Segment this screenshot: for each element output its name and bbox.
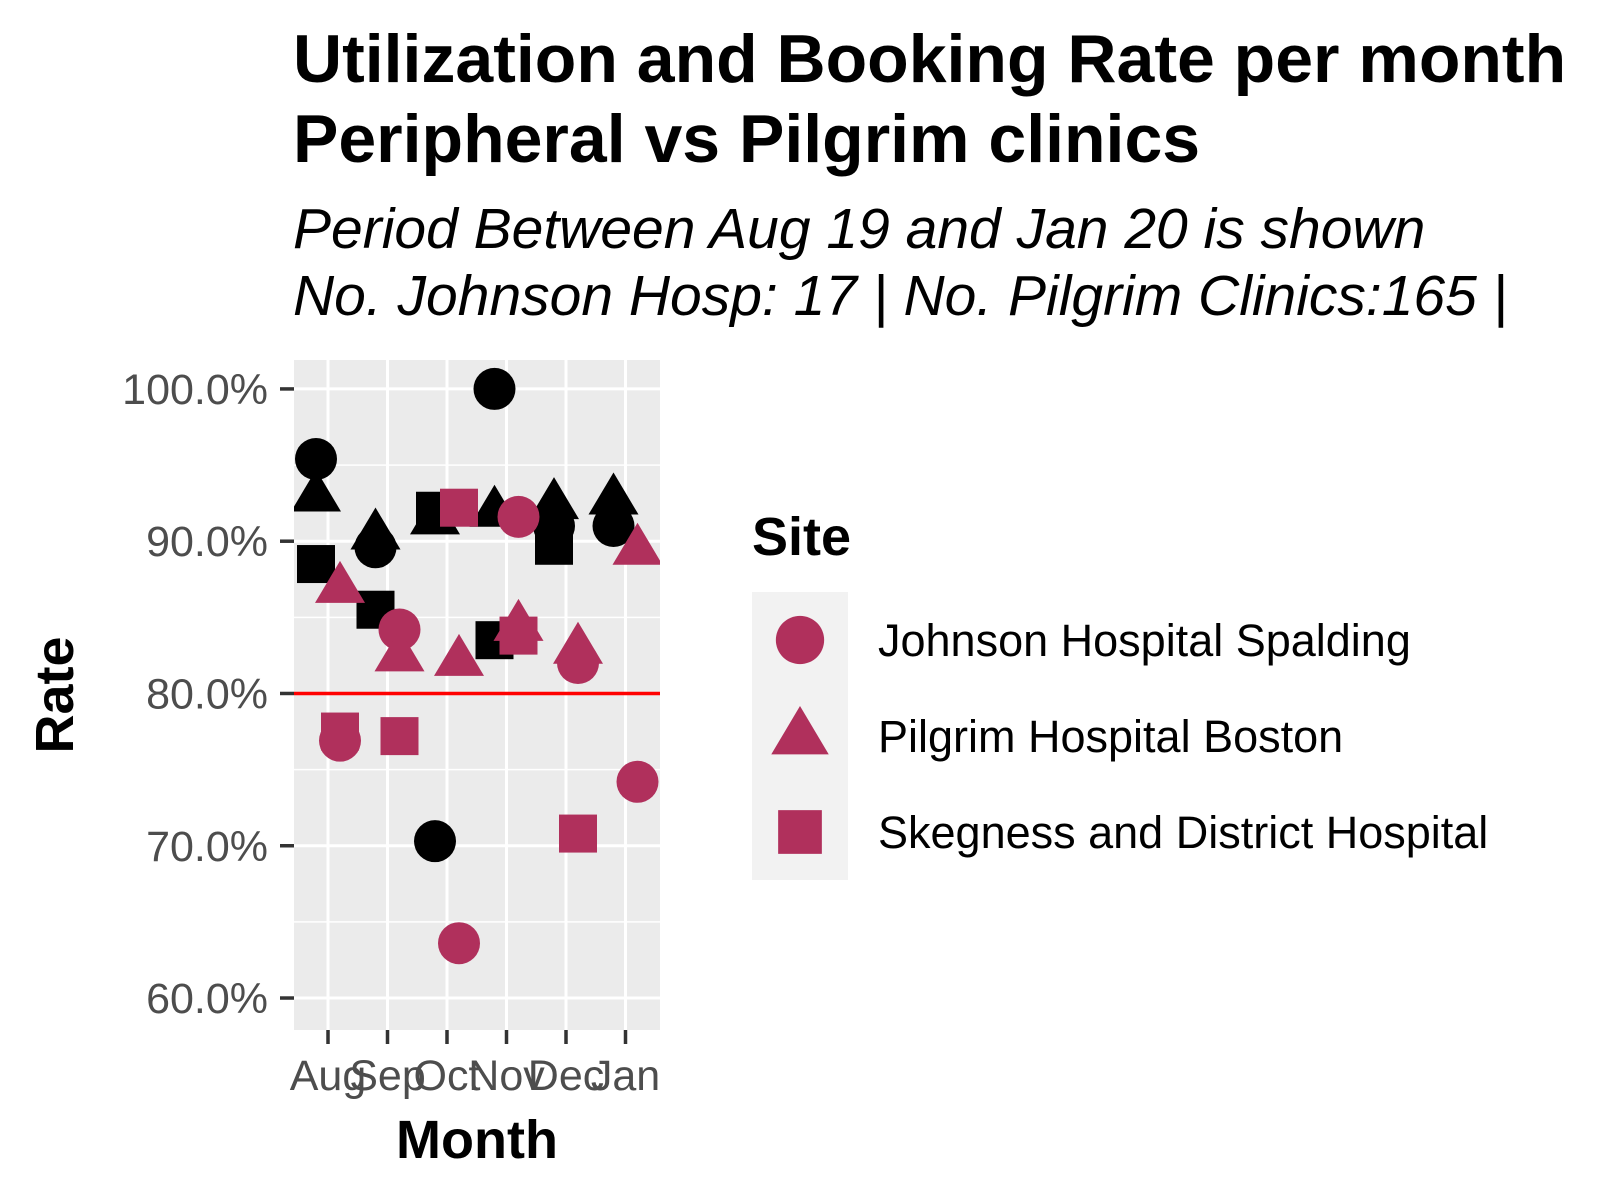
x-tick-label: Sep (349, 1052, 426, 1100)
x-tick-label: Oct (414, 1052, 481, 1100)
legend-label: Skegness and District Hospital (878, 807, 1488, 858)
y-tick-label: 60.0% (146, 975, 268, 1023)
data-point-utilization-circle (295, 437, 337, 480)
data-point-booking-square (559, 814, 597, 853)
y-axis-title: Rate (25, 636, 85, 753)
data-point-booking-triangle (434, 633, 484, 676)
legend-key-square-icon (778, 810, 822, 854)
data-point-booking-square (440, 488, 478, 527)
data-point-booking-triangle (612, 522, 660, 565)
data-point-booking-triangle (553, 621, 603, 664)
legend-title: Site (752, 507, 851, 567)
data-point-booking-square (321, 712, 359, 751)
x-tick-label: Nov (468, 1052, 545, 1100)
data-point-booking-circle (497, 495, 540, 538)
data-point-booking-triangle (374, 629, 425, 672)
chart-subtitle-line-2: No. Johnson Hosp: 17 | No. Pilgrim Clini… (293, 264, 1507, 328)
y-tick-label: 80.0% (146, 670, 268, 718)
chart-subtitle-line-1: Period Between Aug 19 and Jan 20 is show… (293, 197, 1425, 261)
y-tick-label: 90.0% (146, 518, 268, 566)
data-point-utilization-triangle (294, 469, 341, 512)
data-point-booking-circle (616, 760, 659, 803)
data-point-booking-circle (438, 922, 480, 965)
data-points (294, 367, 660, 965)
data-point-utilization-triangle (350, 507, 401, 550)
legend-label: Pilgrim Hospital Boston (878, 711, 1343, 762)
x-axis-title: Month (396, 1110, 558, 1170)
data-point-utilization-circle (592, 504, 635, 547)
legend: Johnson Hospital Spalding Pilgrim Hospita… (771, 615, 1488, 858)
x-tick-label: Aug (290, 1052, 367, 1100)
chart-title-line-2: Peripheral vs Pilgrim clinics (293, 101, 1200, 177)
y-tick-label: 70.0% (146, 823, 268, 871)
data-point-utilization-triangle (588, 472, 639, 515)
data-point-utilization-circle (473, 367, 516, 410)
legend-key-circle-icon (775, 615, 825, 665)
x-tick-label: Jan (591, 1052, 660, 1100)
data-point-utilization-square (535, 526, 573, 565)
x-tick-label: Dec (528, 1052, 604, 1100)
data-point-booking-triangle (315, 560, 365, 603)
y-axis: 60.0% 70.0% 80.0% 90.0% 100.0% (122, 366, 294, 1023)
y-tick-label: 100.0% (122, 366, 268, 414)
data-point-utilization-triangle (529, 477, 579, 520)
chart-title-line-1: Utilization and Booking Rate per month (293, 21, 1566, 97)
legend-label: Johnson Hospital Spalding (878, 615, 1411, 666)
data-point-booking-square (380, 717, 419, 756)
data-point-booking-square (499, 616, 538, 655)
legend-key-triangle-icon (771, 706, 829, 755)
data-point-utilization-square (297, 545, 335, 584)
data-point-utilization-circle (414, 820, 456, 863)
